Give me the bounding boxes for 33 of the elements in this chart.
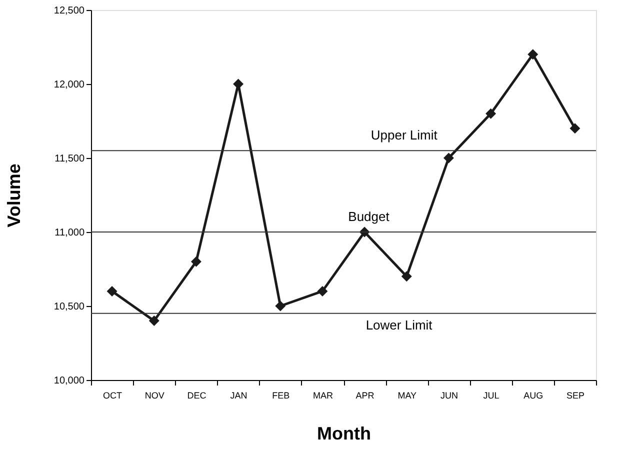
- y-tick-label: 12,000: [54, 80, 85, 90]
- ref-line-label: Lower Limit: [366, 317, 433, 332]
- x-tick-label: MAY: [398, 390, 417, 400]
- point: [275, 300, 286, 312]
- y-tick-label: 10,000: [54, 376, 85, 386]
- point: [486, 108, 496, 119]
- point: [190, 256, 202, 267]
- x-tick-label: MAR: [312, 390, 334, 400]
- y-tick-label: 11,000: [54, 228, 85, 238]
- x-tick-label: OCT: [103, 390, 123, 400]
- point: [570, 123, 580, 134]
- x-tick-label: AUG: [524, 390, 544, 400]
- x-tick-label: JAN: [230, 390, 248, 400]
- x-tick-label: NOV: [144, 390, 164, 400]
- x-tick-label: SEP: [566, 390, 584, 400]
- y-tick-label: 11,500: [54, 154, 85, 164]
- x-tick-label: FEB: [272, 390, 290, 400]
- point: [528, 49, 538, 60]
- y-tick-label: 10,500: [54, 302, 85, 312]
- y-tick-label: 12,500: [54, 6, 85, 16]
- y-axis-title: Volume: [4, 164, 24, 228]
- point: [317, 286, 328, 296]
- point: [106, 286, 118, 296]
- point: [148, 316, 160, 326]
- x-tick-label: JUN: [440, 390, 458, 400]
- point: [443, 152, 454, 164]
- ref-line-label: Budget: [348, 209, 390, 224]
- x-tick-label: DEC: [187, 390, 207, 400]
- x-axis-title: Month: [317, 424, 371, 444]
- ref-line-label: Upper Limit: [370, 128, 438, 143]
- point: [401, 271, 412, 282]
- x-tick-label: APR: [356, 390, 375, 400]
- x-tick-label: JUL: [483, 390, 500, 400]
